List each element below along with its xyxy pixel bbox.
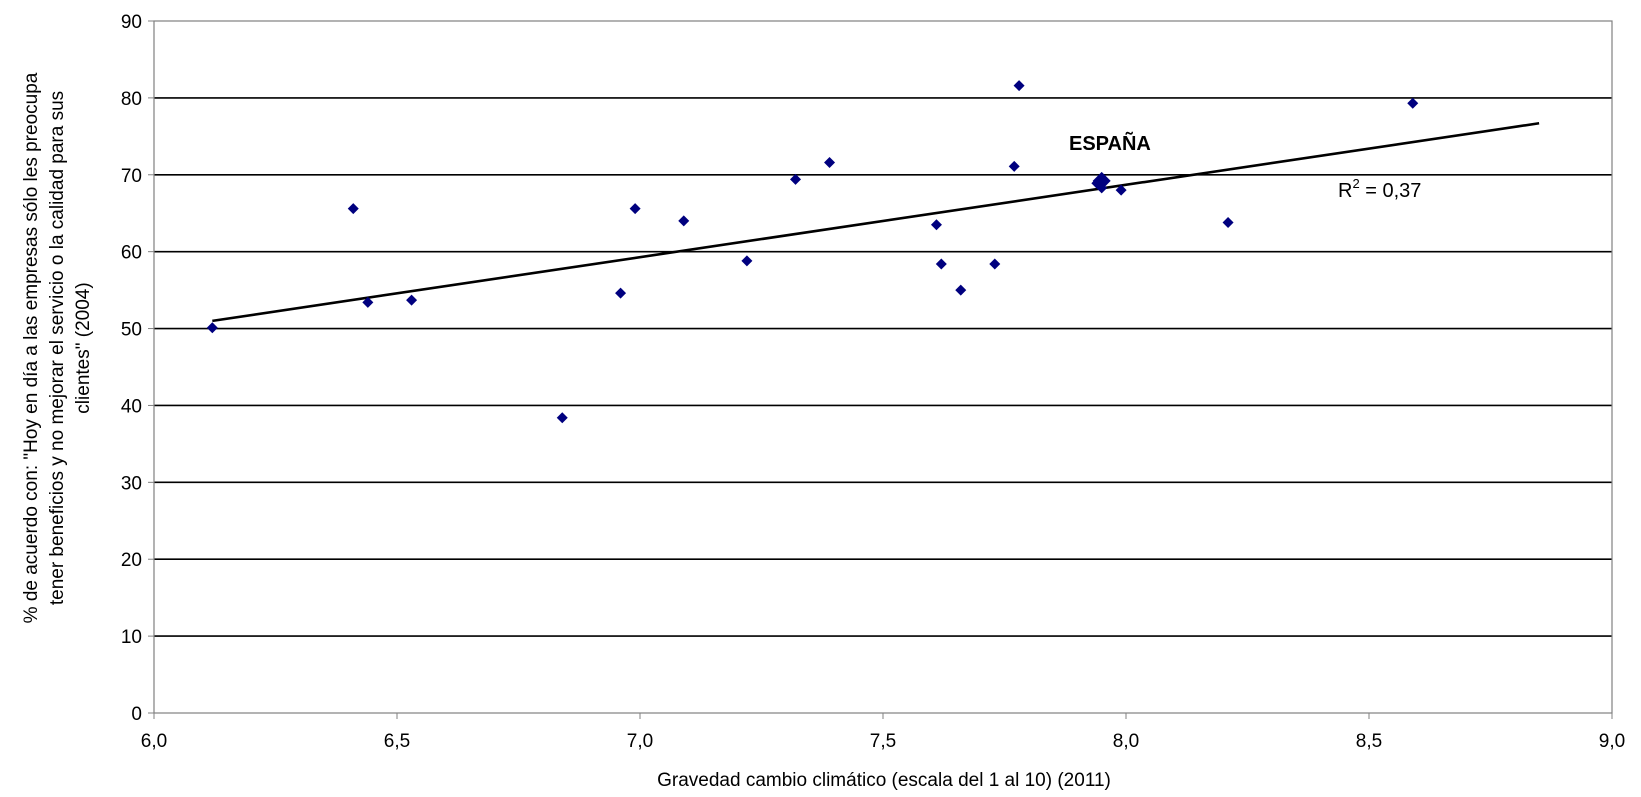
data-point (1115, 184, 1127, 196)
data-point (741, 255, 753, 267)
y-tick-label: 20 (121, 550, 142, 571)
data-point (989, 258, 1001, 270)
y-tick-label: 60 (121, 243, 142, 264)
data-point (347, 203, 359, 215)
plot-frame (153, 20, 1613, 714)
r-squared-value: = 0,37 (1360, 180, 1422, 202)
trendline-group (212, 121, 1540, 323)
y-tick-label: 80 (121, 89, 142, 110)
data-point (790, 173, 802, 185)
data-point (629, 203, 641, 215)
data-point (556, 412, 568, 424)
r-squared-superscript: 2 (1352, 176, 1359, 191)
r-squared-symbol: R (1338, 180, 1352, 202)
y-tick-label: 70 (121, 166, 142, 187)
y-tick-label: 90 (121, 12, 142, 33)
data-point (678, 215, 690, 227)
y-axis-title-line-2: tener beneficios y no mejorar el servici… (47, 91, 68, 605)
gridlines (154, 97, 1612, 637)
data-point (615, 287, 627, 299)
trendline (212, 121, 1540, 323)
espana-label: ESPAÑA (1069, 132, 1151, 155)
r-squared-label: R2 = 0,37 (1338, 176, 1421, 202)
x-tick-label: 7,0 (627, 731, 653, 752)
y-tick-label: 50 (121, 320, 142, 341)
y-tick-label: 10 (121, 627, 142, 648)
y-axis-title-line-1: % de acuerdo con: "Hoy en día a las empr… (21, 72, 42, 623)
x-tick-label: 6,0 (141, 731, 167, 752)
data-point (406, 294, 418, 306)
data-point (1008, 160, 1020, 172)
axes: 0 10 20 30 40 50 60 70 80 90 6,0 6,5 7,0 7,5 8,0 8,5 9,0 (121, 12, 1625, 752)
data-point (935, 258, 947, 270)
data-point (206, 322, 218, 334)
x-tick-label: 7,5 (870, 731, 896, 752)
y-axis-title-line-3: clientes" (2004) (73, 282, 94, 413)
x-tick-label: 8,0 (1113, 731, 1139, 752)
y-tick-label: 0 (131, 704, 142, 725)
data-points (206, 80, 1419, 424)
data-point (824, 156, 836, 168)
y-axis-title: % de acuerdo con: "Hoy en día a las empr… (21, 72, 94, 623)
data-point (1013, 80, 1025, 92)
data-point (362, 296, 374, 308)
y-tick-label: 40 (121, 396, 142, 417)
x-axis-title: Gravedad cambio climático (escala del 1 … (657, 770, 1111, 791)
data-point (955, 284, 967, 296)
data-point (930, 219, 942, 231)
x-tick-label: 6,5 (384, 731, 410, 752)
data-point-espana (1092, 171, 1111, 190)
y-tick-label: 30 (121, 473, 142, 494)
x-tick-label: 9,0 (1599, 731, 1625, 752)
data-point (1222, 216, 1234, 228)
data-point (1407, 97, 1419, 109)
labels: Gravedad cambio climático (escala del 1 … (21, 72, 1421, 791)
x-tick-label: 8,5 (1356, 731, 1382, 752)
